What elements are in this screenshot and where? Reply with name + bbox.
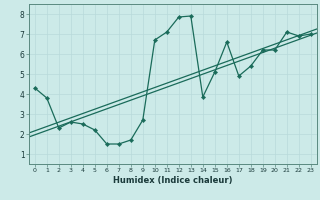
X-axis label: Humidex (Indice chaleur): Humidex (Indice chaleur) (113, 176, 233, 185)
